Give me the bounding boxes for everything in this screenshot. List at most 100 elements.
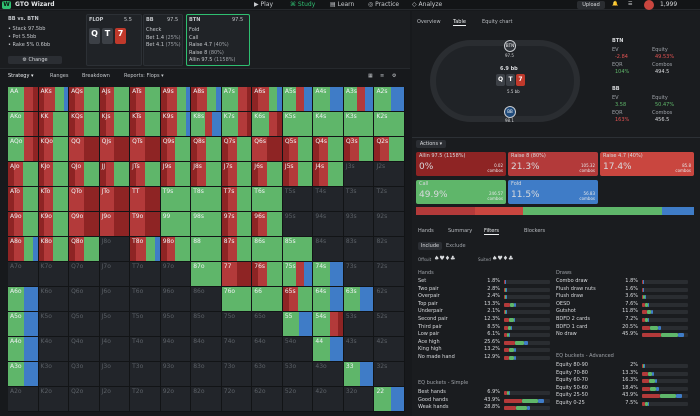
- tab-ranges[interactable]: Ranges: [50, 73, 69, 79]
- hand-cell[interactable]: 62s: [374, 287, 405, 312]
- hand-cell[interactable]: 86o: [191, 287, 222, 312]
- hand-cell[interactable]: T6s: [252, 187, 283, 212]
- hand-cell[interactable]: Q7s: [221, 137, 253, 162]
- hand-cell[interactable]: A3s: [343, 87, 375, 112]
- change-button[interactable]: ⚙ Change: [8, 56, 62, 64]
- hand-cell[interactable]: A9s: [160, 87, 192, 112]
- hand-cell[interactable]: A7s: [221, 87, 253, 112]
- hand-cell[interactable]: AJo: [8, 162, 39, 187]
- hand-cell[interactable]: 84s: [313, 237, 344, 262]
- hand-cell[interactable]: T9s: [160, 187, 192, 212]
- hand-cell[interactable]: 92o: [160, 387, 192, 412]
- hand-cell[interactable]: A6s: [252, 87, 283, 112]
- hand-cell[interactable]: 95o: [160, 312, 192, 337]
- action-item[interactable]: Raise 8 (80%): [189, 50, 249, 58]
- hand-cell[interactable]: A9o: [8, 212, 39, 237]
- hand-cell[interactable]: T2s: [374, 187, 405, 212]
- filter-row[interactable]: BDFD 1 card 20.5%: [556, 324, 694, 332]
- hand-cell[interactable]: 65s: [282, 287, 314, 312]
- action-call[interactable]: Call 49.9% 246.57 combos: [416, 180, 506, 204]
- hand-cell[interactable]: 55: [282, 312, 314, 337]
- filter-row[interactable]: BDFD 2 cards 7.2%: [556, 316, 694, 324]
- hand-cell[interactable]: Q2o: [69, 387, 100, 412]
- hand-cell[interactable]: AQs: [69, 87, 100, 112]
- exclude-toggle[interactable]: Exclude: [446, 243, 466, 249]
- hand-cell[interactable]: 22: [374, 387, 405, 412]
- bell-icon[interactable]: 🔔: [612, 1, 619, 7]
- upload-button[interactable]: Upload: [577, 1, 605, 9]
- hand-cell[interactable]: T4o: [130, 337, 161, 362]
- hand-cell[interactable]: K7s: [221, 112, 253, 137]
- hand-cell[interactable]: A6o: [8, 287, 39, 312]
- hand-cell[interactable]: T4s: [313, 187, 344, 212]
- hand-cell[interactable]: 62o: [252, 387, 283, 412]
- filter-row[interactable]: Equity 60-70 16.3%: [556, 377, 694, 385]
- filter-row[interactable]: Ace high 25.6%: [418, 339, 556, 347]
- hand-cell[interactable]: 93s: [343, 212, 375, 237]
- include-toggle[interactable]: Include: [418, 242, 442, 250]
- hand-cell[interactable]: 88: [191, 237, 222, 262]
- hand-cell[interactable]: JTo: [99, 187, 131, 212]
- hand-cell[interactable]: 96s: [252, 212, 283, 237]
- list-view-icon[interactable]: ≡: [380, 73, 385, 79]
- hand-cell[interactable]: QJs: [99, 137, 131, 162]
- hand-cell[interactable]: KTo: [38, 187, 70, 212]
- hand-cell[interactable]: T8s: [191, 187, 222, 212]
- filter-row[interactable]: Best hands 6.9%: [418, 389, 556, 397]
- filter-row[interactable]: Low pair 6.1%: [418, 331, 556, 339]
- hand-cell[interactable]: K4s: [313, 112, 344, 137]
- action-item[interactable]: Bet 4.1 (75%): [146, 42, 182, 50]
- hand-cell[interactable]: 53s: [343, 312, 375, 337]
- hand-cell[interactable]: 76s: [252, 262, 283, 287]
- action-fold[interactable]: Fold 11.5% 56.83 combos: [508, 180, 598, 204]
- hand-cell[interactable]: J3s: [343, 162, 375, 187]
- filter-row[interactable]: Flush draw 3.6%: [556, 293, 694, 301]
- hand-cell[interactable]: 63s: [343, 287, 375, 312]
- hand-cell[interactable]: J4s: [313, 162, 344, 187]
- hand-cell[interactable]: 42o: [313, 387, 344, 412]
- filter-row[interactable]: Top pair 13.3%: [418, 301, 556, 309]
- filter-row[interactable]: Equity 80-90 2%: [556, 362, 694, 370]
- hand-cell[interactable]: 74o: [221, 337, 253, 362]
- nav-play[interactable]: ▶ Play: [254, 1, 274, 8]
- action-item[interactable]: Fold: [189, 27, 249, 35]
- hand-cell[interactable]: Q8o: [69, 237, 100, 262]
- hand-cell[interactable]: T3s: [343, 187, 375, 212]
- hand-cell[interactable]: AKs: [38, 87, 70, 112]
- subtab-filters[interactable]: Filters: [484, 228, 499, 235]
- hand-cell[interactable]: J9o: [99, 212, 131, 237]
- hand-cell[interactable]: KJo: [38, 162, 70, 187]
- hand-cell[interactable]: 87s: [221, 237, 253, 262]
- hand-cell[interactable]: K7o: [38, 262, 70, 287]
- hand-cell[interactable]: 83s: [343, 237, 375, 262]
- hand-cell[interactable]: KK: [38, 112, 70, 137]
- hand-cell[interactable]: 54o: [282, 337, 314, 362]
- action-item[interactable]: Allin 97.5 (1158%): [189, 57, 249, 65]
- hand-cell[interactable]: Q4s: [313, 137, 344, 162]
- avatar[interactable]: [644, 0, 654, 10]
- hand-cell[interactable]: 76o: [221, 287, 253, 312]
- action-item[interactable]: Raise 4.7 (40%): [189, 42, 249, 50]
- hand-cell[interactable]: A8o: [8, 237, 39, 262]
- hand-cell[interactable]: J6s: [252, 162, 283, 187]
- grid-view-icon[interactable]: ▦: [368, 73, 373, 79]
- hand-cell[interactable]: K3s: [343, 112, 375, 137]
- action-item[interactable]: Bet 1.4 (25%): [146, 35, 182, 43]
- hand-cell[interactable]: 99: [160, 212, 192, 237]
- hand-cell[interactable]: J3o: [99, 362, 131, 387]
- gto-wizard-logo-icon[interactable]: W: [2, 1, 11, 9]
- hand-cell[interactable]: AJs: [99, 87, 131, 112]
- hand-cell[interactable]: K6o: [38, 287, 70, 312]
- filter-row[interactable]: Two pair 2.8%: [418, 286, 556, 294]
- filter-row[interactable]: King high 13.2%: [418, 346, 556, 354]
- hand-cell[interactable]: 44: [313, 337, 344, 362]
- hand-cell[interactable]: 94s: [313, 212, 344, 237]
- filter-row[interactable]: Equity 50-60 18.4%: [556, 385, 694, 393]
- action-raise-4-7[interactable]: Raise 4.7 (40%) 17.4% 85.8 combos: [600, 152, 694, 176]
- hand-cell[interactable]: 85o: [191, 312, 222, 337]
- hand-cell[interactable]: JJ: [99, 162, 131, 187]
- hand-cell[interactable]: T8o: [130, 237, 161, 262]
- filter-row[interactable]: Combo draw 1.8%: [556, 278, 694, 286]
- hand-cell[interactable]: 52s: [374, 312, 405, 337]
- hand-cell[interactable]: 52o: [282, 387, 314, 412]
